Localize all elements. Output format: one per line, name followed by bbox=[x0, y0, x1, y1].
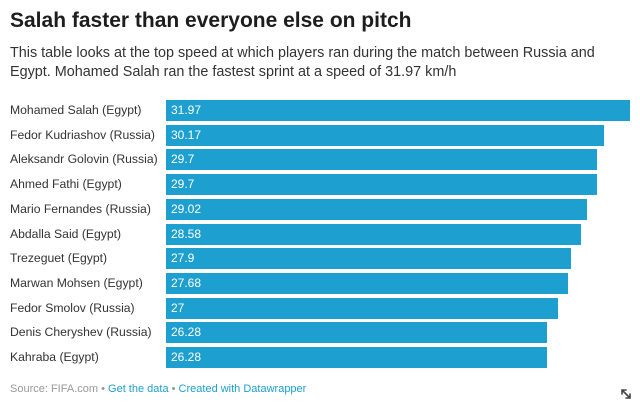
bar bbox=[166, 248, 571, 270]
bar-row: Mohamed Salah (Egypt) 31.97 bbox=[0, 98, 640, 123]
resize-icon[interactable] bbox=[620, 388, 632, 400]
value-label: 26.28 bbox=[171, 350, 202, 364]
chart-footer: Source: FIFA.com • Get the data • Create… bbox=[10, 383, 306, 395]
value-label: 30.17 bbox=[171, 127, 202, 142]
bar-row: Fedor Kudriashov (Russia) 30.17 bbox=[0, 123, 640, 148]
value-label: 27.9 bbox=[171, 251, 195, 266]
bar-row: Kahraba (Egypt) 26.28 bbox=[0, 345, 640, 370]
bar-row: Mario Fernandes (Russia) 29.02 bbox=[0, 197, 640, 222]
bar bbox=[166, 347, 548, 368]
bar-row: Ahmed Fathi (Egypt) 29.7 bbox=[0, 172, 640, 197]
category-label: Kahraba (Egypt) bbox=[10, 350, 99, 364]
category-label: Ahmed Fathi (Egypt) bbox=[10, 177, 122, 192]
value-label: 31.97 bbox=[171, 103, 202, 117]
bar-row: Aleksandr Golovin (Russia) 29.7 bbox=[0, 147, 640, 172]
bar-row: Abdalla Said (Egypt) 28.58 bbox=[0, 222, 640, 247]
value-label: 26.28 bbox=[171, 325, 202, 340]
bar-row: Fedor Smolov (Russia) 27 bbox=[0, 296, 640, 321]
value-label: 27.68 bbox=[171, 275, 202, 290]
bar-row: Marwan Mohsen (Egypt) 27.68 bbox=[0, 271, 640, 296]
bar bbox=[166, 174, 598, 196]
bar bbox=[166, 124, 604, 146]
bar bbox=[166, 100, 630, 121]
category-label: Aleksandr Golovin (Russia) bbox=[10, 152, 158, 167]
chart-subtitle: This table looks at the top speed at whi… bbox=[10, 45, 595, 80]
bar-row: Denis Cheryshev (Russia) 26.28 bbox=[0, 320, 640, 345]
bar bbox=[166, 198, 588, 220]
bar bbox=[166, 149, 598, 171]
bar-chart: Mohamed Salah (Egypt) 31.97 Fedor Kudriash… bbox=[0, 98, 640, 370]
value-label: 29.02 bbox=[171, 201, 202, 216]
bar bbox=[166, 272, 568, 294]
get-data-link[interactable]: Get the data bbox=[108, 383, 169, 395]
category-label: Fedor Smolov (Russia) bbox=[10, 300, 135, 315]
bar bbox=[166, 322, 548, 344]
value-label: 29.7 bbox=[171, 177, 195, 192]
value-label: 29.7 bbox=[171, 152, 195, 167]
bar bbox=[166, 223, 581, 245]
category-label: Mario Fernandes (Russia) bbox=[10, 201, 151, 216]
category-label: Mohamed Salah (Egypt) bbox=[10, 103, 142, 117]
value-label: 28.58 bbox=[171, 226, 202, 241]
category-label: Marwan Mohsen (Egypt) bbox=[10, 275, 143, 290]
chart-title: Salah faster than everyone else on pitch bbox=[10, 9, 412, 32]
category-label: Fedor Kudriashov (Russia) bbox=[10, 127, 155, 142]
value-label: 27 bbox=[171, 300, 185, 315]
source-text: Source: FIFA.com bbox=[10, 383, 99, 395]
category-label: Denis Cheryshev (Russia) bbox=[10, 325, 152, 340]
category-label: Trezeguet (Egypt) bbox=[10, 251, 108, 266]
footer-separator: • bbox=[171, 383, 176, 395]
datawrapper-link[interactable]: Created with Datawrapper bbox=[178, 383, 307, 395]
footer-separator: • bbox=[101, 383, 105, 395]
category-label: Abdalla Said (Egypt) bbox=[10, 226, 122, 241]
bar-row: Trezeguet (Egypt) 27.9 bbox=[0, 246, 640, 271]
bar bbox=[166, 297, 558, 319]
